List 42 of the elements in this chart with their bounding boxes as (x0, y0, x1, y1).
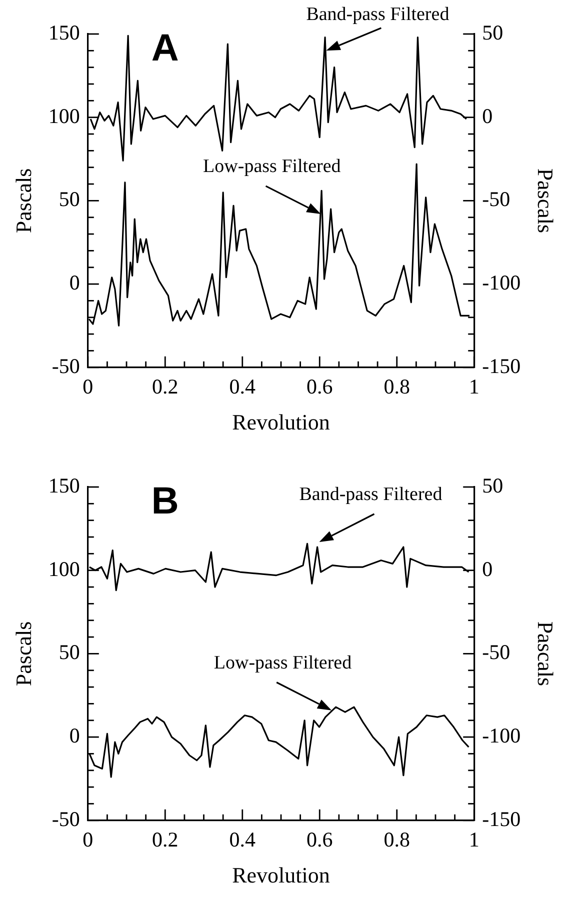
x-tick-label: 1 (468, 374, 480, 399)
y-tick-label: 50 (58, 640, 80, 664)
x-tick-label: 0.4 (229, 828, 256, 852)
y-tick-label: 0 (69, 270, 80, 295)
x-axis-title: Revolution (232, 862, 330, 888)
y2-axis-title: Pascals (533, 621, 558, 686)
y2-tick-label: -150 (482, 354, 521, 378)
x-tick-label: 0.6 (306, 828, 333, 852)
y-tick-label: 100 (48, 104, 80, 128)
y2-tick-label: 50 (482, 20, 504, 45)
x-tick-label: 0.2 (152, 828, 178, 852)
y-axis-title: Pascals (10, 168, 36, 234)
annotation: Low-pass Filtered (214, 652, 352, 674)
x-tick-label: 0.4 (229, 374, 256, 399)
y-tick-label: 150 (48, 20, 80, 45)
y2-tick-label: 0 (482, 104, 493, 128)
y-tick-label: 0 (69, 724, 80, 748)
y2-tick-label: 0 (482, 556, 493, 581)
y-tick-label: 100 (48, 556, 80, 581)
y2-tick-label: -100 (482, 724, 521, 748)
y-axis-title: Pascals (10, 621, 36, 686)
y2-tick-label: -50 (482, 187, 510, 212)
annotation: Low-pass Filtered (203, 156, 342, 178)
y-tick-label: 150 (48, 474, 80, 498)
y-tick-label: 50 (58, 187, 80, 212)
y-tick-label: -50 (52, 354, 80, 378)
chart-title: A (151, 27, 179, 70)
y2-tick-label: -50 (482, 640, 510, 664)
x-tick-label: 0.8 (384, 374, 410, 399)
y-tick-label: -50 (52, 806, 80, 831)
chart-title: B (151, 480, 179, 522)
y2-tick-label: -150 (482, 806, 521, 831)
annotation: Band-pass Filtered (299, 484, 443, 506)
x-tick-label: 0.2 (152, 374, 178, 399)
x-tick-label: 0.6 (306, 374, 333, 399)
y2-axis-title: Pascals (533, 168, 558, 234)
x-axis-title: Revolution (232, 410, 330, 435)
annotation: Band-pass Filtered (306, 4, 450, 25)
x-tick-label: 0.8 (384, 828, 410, 852)
y2-tick-label: -100 (482, 270, 521, 295)
x-tick-label: 1 (468, 828, 480, 852)
y2-tick-label: 50 (482, 474, 504, 498)
